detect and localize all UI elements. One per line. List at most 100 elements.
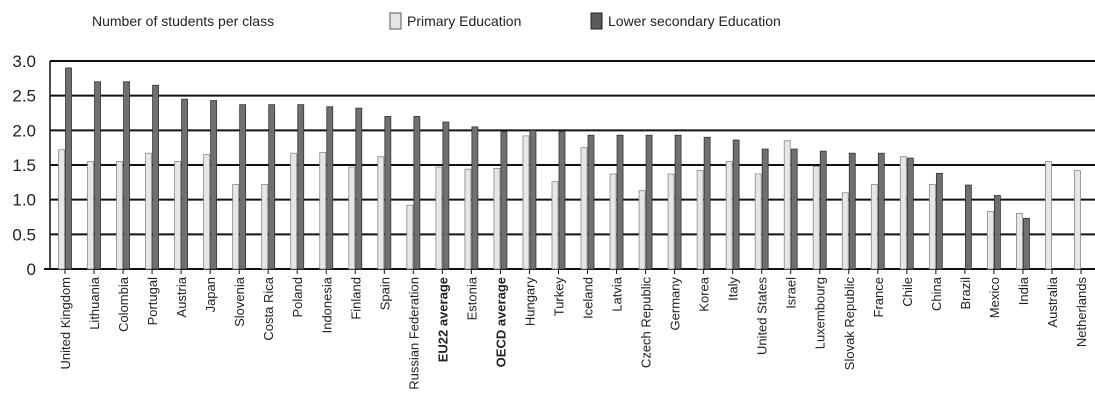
bar-lower-secondary-education [413, 116, 421, 270]
bar-lower-secondary-education [616, 134, 624, 270]
bar-lower-secondary-education [442, 121, 450, 270]
x-category-label: Israel [784, 277, 799, 309]
bar-lower-secondary-education [877, 152, 885, 270]
bar-primary-education [319, 152, 327, 270]
x-category-label: Italy [726, 277, 741, 301]
x-category-label: Germany [668, 277, 683, 331]
x-category-label: Slovak Republic [842, 277, 857, 371]
bar-primary-education [551, 181, 559, 270]
x-category-label: Slovenia [232, 276, 247, 327]
y-tick-label: 1.5 [12, 156, 36, 175]
x-category-label: Colombia [116, 276, 131, 332]
bar-primary-education [232, 184, 240, 270]
bar-lower-secondary-education [732, 139, 740, 270]
bar-lower-secondary-education [500, 131, 508, 270]
x-category-label: OECD average [493, 277, 508, 367]
x-category-label: China [929, 276, 944, 311]
y-tick-label: 0 [27, 260, 36, 279]
y-axis-ticks: 3.0 2.5 2.0 1.5 1.0 0.5 0 [12, 52, 36, 279]
bar-primary-education [174, 161, 182, 270]
x-category-label: Australia [1045, 276, 1060, 327]
bar-primary-education [87, 161, 94, 270]
x-axis-labels: United Kingdom Lithuania Colombia Portugal A… [58, 269, 1089, 390]
bar-primary-education [261, 184, 269, 270]
x-category-label: Estonia [464, 276, 479, 320]
bar-lower-secondary-education [268, 104, 276, 270]
bar-lower-secondary-education [906, 157, 914, 270]
bar-lower-secondary-education [558, 131, 566, 270]
x-category-label: Japan [203, 277, 218, 312]
bar-lower-secondary-education [761, 148, 769, 270]
bar-primary-education [377, 156, 385, 270]
bar-lower-secondary-education [935, 172, 943, 270]
x-category-label: United States [755, 277, 770, 356]
bar-lower-secondary-education [326, 106, 334, 270]
bar-lower-secondary-education [210, 100, 218, 270]
y-tick-label: 1.0 [12, 191, 36, 210]
bar-lower-secondary-education [65, 67, 72, 270]
bar-primary-education [203, 154, 211, 270]
bar-lower-secondary-education [355, 107, 363, 270]
bar-primary-education [696, 170, 704, 270]
legend-label-secondary: Lower secondary Education [608, 13, 781, 29]
bar-primary-education [464, 168, 472, 270]
chart-header: Number of students per class Primary Edu… [92, 12, 781, 30]
bar-primary-education [899, 156, 907, 270]
x-category-label: Korea [697, 276, 712, 311]
x-category-label: Poland [290, 277, 305, 317]
bar-lower-secondary-education [152, 84, 159, 270]
bar-lower-secondary-education [964, 184, 972, 270]
bar-lower-secondary-education [123, 81, 130, 270]
bar-primary-education [116, 161, 123, 270]
bar-primary-education [58, 149, 65, 270]
x-category-label: France [871, 277, 886, 317]
bar-primary-education [609, 173, 617, 270]
bar-lower-secondary-education [181, 98, 189, 270]
bar-primary-education [841, 192, 849, 270]
x-category-label: Costa Rica [261, 276, 276, 340]
bar-primary-education [580, 147, 588, 270]
bar-primary-education [725, 161, 733, 270]
bar-lower-secondary-education [848, 152, 856, 270]
x-category-label: Chile [900, 277, 915, 307]
bar-primary-education [1016, 213, 1023, 270]
bar-lower-secondary-education [674, 134, 682, 270]
bar-primary-education [638, 190, 646, 270]
x-category-label: Brazil [958, 277, 973, 310]
bar-lower-secondary-education [645, 134, 653, 270]
x-category-label: Lithuania [87, 276, 102, 330]
chart-title: Number of students per class [92, 13, 274, 29]
x-category-label: Portugal [145, 277, 160, 326]
x-category-label: EU22 average [435, 277, 450, 362]
x-category-label: Spain [377, 277, 392, 310]
legend-swatch-primary [389, 12, 402, 30]
x-category-label: United Kingdom [58, 277, 73, 370]
bar-lower-secondary-education [471, 126, 479, 270]
bar-primary-education [1045, 161, 1052, 270]
x-category-label: Mexico [987, 277, 1002, 318]
x-category-label: Czech Republic [639, 277, 654, 369]
bar-primary-education [145, 152, 152, 270]
bar-lower-secondary-education [297, 104, 305, 270]
bar-lower-secondary-education [1023, 217, 1030, 270]
legend-label-primary: Primary Education [407, 13, 521, 29]
bar-primary-education [754, 173, 762, 270]
bar-primary-education [812, 165, 820, 270]
bar-primary-education [493, 168, 501, 270]
bar-primary-education [1074, 170, 1081, 270]
x-category-label: Russian Federation [406, 277, 421, 390]
bar-primary-education [987, 211, 994, 270]
bar-lower-secondary-education [994, 195, 1001, 270]
bar-primary-education [290, 152, 298, 270]
bar-lower-secondary-education [529, 129, 537, 270]
x-category-label: Luxembourg [813, 277, 828, 349]
bar-primary-education [667, 173, 675, 270]
legend-swatch-secondary [590, 12, 603, 30]
y-tick-label: 3.0 [12, 52, 36, 71]
y-tick-label: 2.0 [12, 121, 36, 140]
x-category-label: India [1016, 276, 1031, 305]
bar-primary-education [522, 135, 530, 270]
bars [58, 67, 1081, 270]
x-category-label: Netherlands [1074, 277, 1089, 348]
bar-lower-secondary-education [587, 134, 595, 270]
